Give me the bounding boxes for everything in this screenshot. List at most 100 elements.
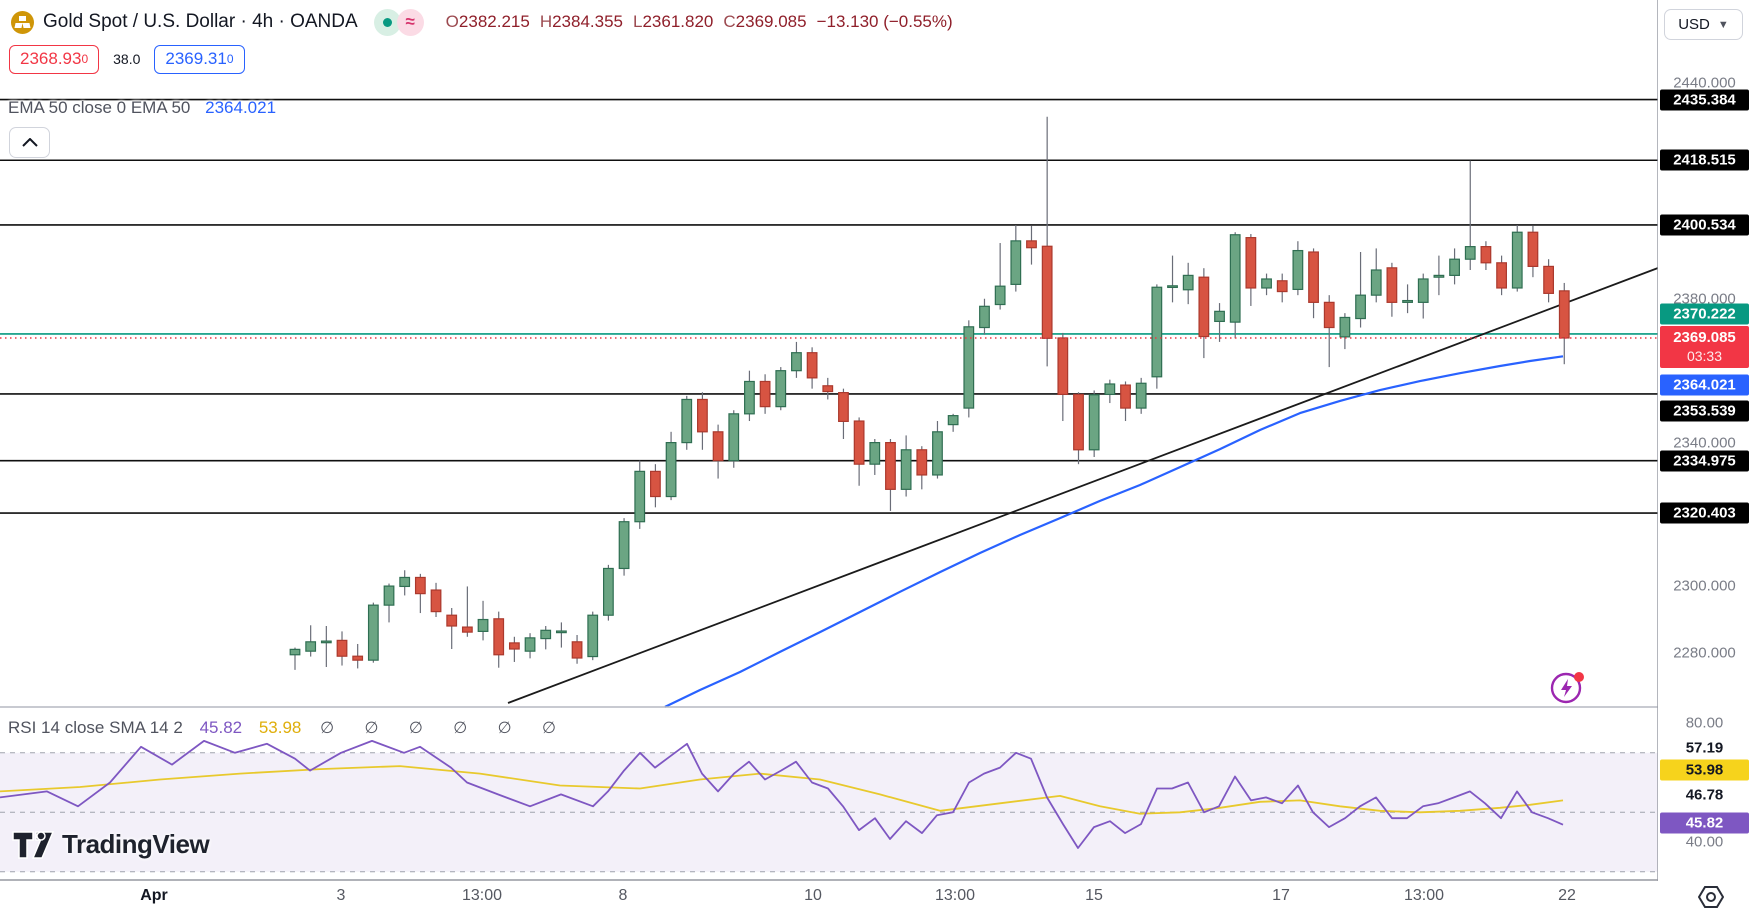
axis-settings-icon[interactable] [1692, 883, 1730, 910]
candlestick [320, 640, 332, 644]
ema-legend[interactable]: EMA 50 close 0 EMA 50 2364.021 [8, 98, 276, 118]
trendline[interactable] [507, 267, 1659, 704]
candlestick [853, 420, 865, 465]
sell-price-button[interactable]: 2368.93 0 [9, 44, 100, 74]
candlestick [1370, 269, 1382, 296]
chart-header: Gold Spot / U.S. Dollar · 4h · OANDA ≈ O… [11, 8, 953, 36]
ema-legend-value: 2364.021 [205, 98, 277, 117]
candlestick [1245, 237, 1257, 289]
flash-alert-icon[interactable] [1548, 668, 1586, 706]
quote-row: 2368.93 0 38.0 2369.31 0 [9, 44, 245, 74]
rsi-legend-value: 45.82 [199, 718, 243, 737]
ohlc-item: H2384.355 [539, 12, 623, 31]
tradingview-mark-icon [12, 830, 54, 859]
candlestick [744, 380, 755, 415]
candlestick [1323, 301, 1335, 329]
candlestick [508, 642, 520, 650]
time-axis-label: 22 [1558, 887, 1576, 904]
candlestick [869, 442, 881, 465]
ema-legend-label: EMA 50 close 0 EMA 50 [8, 98, 191, 117]
candlestick [493, 618, 505, 656]
candlestick [477, 618, 489, 632]
market-open-indicator-icon[interactable] [373, 8, 401, 36]
price-scale-label: 2370.222 [1660, 303, 1749, 325]
ohlc-values: O2382.215 H2384.355 L2361.820 C2369.085 −13.… [446, 12, 953, 32]
candlestick [1261, 278, 1272, 289]
candlestick [728, 413, 740, 462]
time-axis[interactable]: Apr 3 13:00 8 10 13:00 15 17 13:00 22 [0, 881, 1658, 912]
candlestick [1010, 240, 1022, 285]
candlestick [1088, 394, 1100, 451]
candlestick [1182, 274, 1194, 291]
candlestick [681, 398, 693, 444]
symbol-title[interactable]: Gold Spot / U.S. Dollar · 4h · OANDA [43, 11, 358, 32]
time-axis-label: 13:00 [461, 887, 503, 904]
candlestick [650, 470, 661, 498]
candlestick [932, 431, 943, 476]
candlestick [665, 442, 677, 498]
currency-selector[interactable]: USD ▼ [1664, 9, 1743, 40]
price-scale-label: 2440.000 [1673, 74, 1736, 92]
ema50-line[interactable] [664, 355, 1564, 708]
price-scale-label: 2400.534 [1660, 214, 1749, 236]
spread-value: 38.0 [113, 51, 141, 67]
time-axis-label: 13:00 [1403, 887, 1445, 904]
candlestick [1151, 286, 1163, 378]
time-axis-label: Apr [140, 887, 168, 904]
candlestick [1057, 337, 1069, 396]
price-scale-label: 46.78 [1685, 786, 1724, 804]
candlestick [555, 630, 567, 634]
candlestick [963, 326, 975, 409]
candlestick [571, 641, 583, 659]
price-scale[interactable]: 2440.000 2435.384 2418.515 2400.534 2380.000… [1658, 0, 1751, 912]
candlestick [618, 521, 630, 570]
candlestick [1120, 384, 1131, 409]
price-scale-label: 2320.403 [1660, 502, 1749, 524]
time-axis-label: 3 [336, 887, 346, 904]
price-scale-label: 2418.515 [1660, 149, 1749, 171]
price-scale-label: 2334.975 [1660, 450, 1749, 472]
rsi-ma-line[interactable] [0, 765, 1564, 815]
candlestick [289, 648, 301, 656]
candlestick [383, 585, 395, 606]
candlestick [1543, 265, 1555, 294]
candlestick [634, 470, 646, 523]
candlestick [1433, 274, 1445, 278]
candlestick [1339, 316, 1351, 338]
price-scale-label: 2353.539 [1660, 400, 1749, 422]
candlestick [1073, 393, 1084, 451]
chevron-up-icon [21, 138, 38, 147]
candlestick [1292, 249, 1304, 291]
rsi-legend[interactable]: RSI 14 close SMA 14 2 45.82 53.98 ∅ ∅ ∅ … [8, 718, 569, 738]
candlestick [1135, 382, 1147, 409]
time-axis-label: 10 [804, 887, 822, 904]
rsi-hidden-values: ∅ ∅ ∅ ∅ ∅ ∅ [320, 720, 569, 737]
price-scale-label: 2300.000 [1673, 577, 1736, 595]
candlestick [1198, 276, 1210, 338]
price-scale-label: 80.00 [1685, 714, 1724, 732]
buy-price-button[interactable]: 2369.31 0 [154, 44, 245, 74]
currency-selector-value: USD [1678, 16, 1710, 33]
price-scale-label: 57.19 [1685, 739, 1724, 757]
ohlc-item: O2382.215 [445, 12, 530, 31]
candlestick [775, 370, 787, 408]
approximate-data-icon[interactable]: ≈ [396, 8, 424, 36]
candlestick [1026, 240, 1037, 249]
candlestick [1527, 231, 1539, 267]
rsi-ma-legend-value: 53.98 [258, 718, 302, 737]
price-scale-label: 2280.000 [1673, 644, 1736, 662]
price-scale-label: 2435.384 [1660, 89, 1749, 111]
candlestick [414, 576, 426, 595]
candlestick [1041, 245, 1053, 339]
candlestick [900, 449, 912, 490]
candlestick [587, 614, 599, 658]
tradingview-logo[interactable]: TradingView [12, 829, 210, 860]
chevron-down-icon: ▼ [1717, 18, 1729, 31]
candlestick [759, 380, 771, 408]
candlestick [1214, 310, 1225, 323]
rsi-legend-label: RSI 14 close SMA 14 2 [8, 718, 183, 737]
rsi-line[interactable] [0, 740, 1564, 849]
collapse-legend-button[interactable] [9, 127, 50, 158]
candlestick [461, 626, 473, 633]
